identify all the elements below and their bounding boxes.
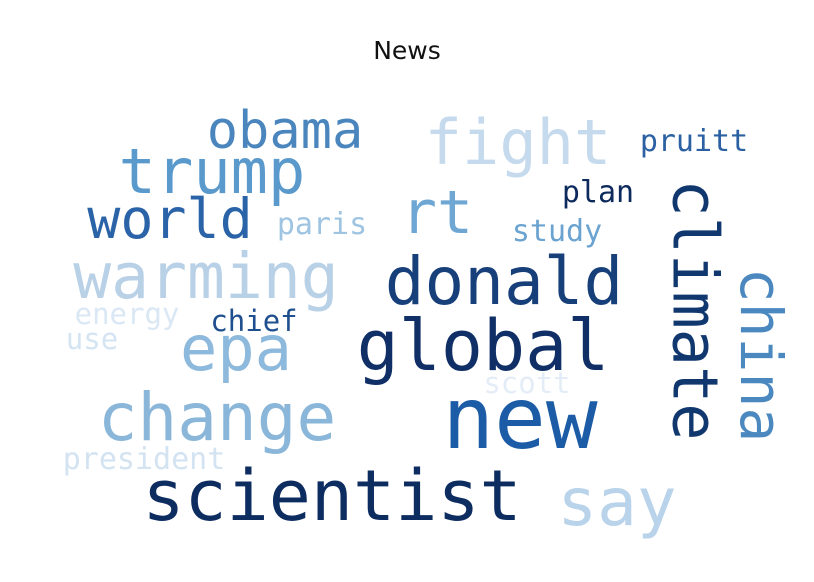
word-scott: scott [483, 366, 570, 400]
word-paris: paris [277, 207, 367, 242]
word-pruitt: pruitt [640, 124, 748, 159]
word-fight: fight [425, 106, 612, 179]
word-global: global [357, 305, 610, 387]
word-president: president [63, 442, 226, 477]
word-chief: chief [210, 304, 297, 338]
word-obama: obama [207, 101, 364, 161]
word-scientist: scientist [142, 455, 521, 537]
word-donald: donald [385, 243, 623, 320]
word-say: say [557, 464, 676, 541]
word-world: world [87, 187, 253, 251]
word-new: new [442, 369, 598, 469]
word-epa: epa [180, 312, 292, 385]
word-plan: plan [562, 175, 634, 210]
word-rt: rt [401, 178, 473, 248]
word-energy: energy [75, 297, 180, 331]
word-study: study [512, 214, 602, 249]
word-climate: climate [659, 179, 732, 440]
word-use: use [66, 322, 118, 356]
word-change: change [98, 379, 336, 456]
word-trump: trump [119, 135, 306, 208]
chart-title: News [373, 36, 441, 65]
word-warming: warming [73, 240, 339, 313]
word-china: china [727, 268, 795, 443]
